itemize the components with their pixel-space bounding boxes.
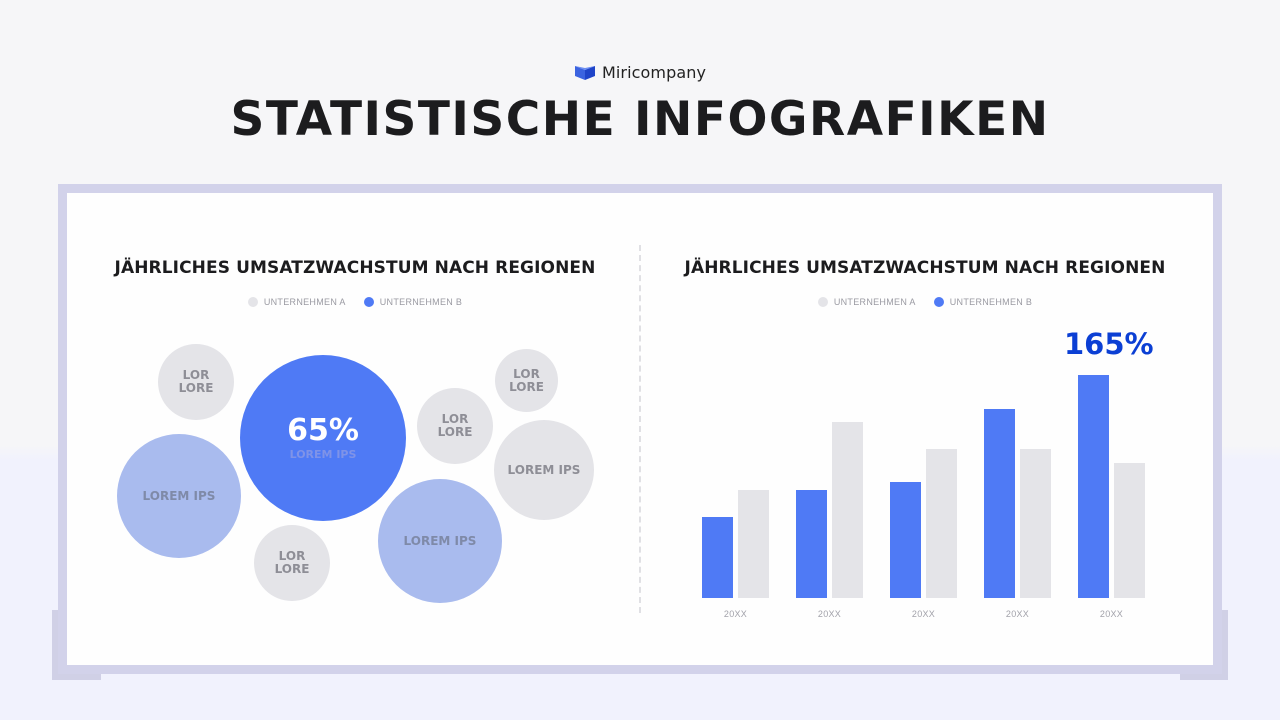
legend-dot-b [363, 297, 374, 307]
bubble-label: LOREM IPS [142, 488, 216, 503]
legend-label-a: UNTERNEHMEN A [833, 297, 916, 307]
bar-company-a [832, 422, 863, 598]
bubble-label: LOREM IPS [403, 533, 477, 548]
bubble: LOR LORE [417, 388, 493, 464]
bar-company-b [796, 490, 827, 598]
x-axis-label: 20XX [911, 609, 936, 619]
page-title: STATISTISCHE INFOGRAFIKEN [230, 92, 1050, 147]
legend-item-b: UNTERNEHMEN B [363, 297, 463, 307]
legend-item-a: UNTERNEHMEN A [817, 297, 916, 307]
bubble-value: 65% [287, 413, 359, 448]
legend-label-a: UNTERNEHMEN A [263, 297, 346, 307]
bar-chart-title: JÄHRLICHES UMSATZWACHSTUM NACH REGIONEN [684, 258, 1166, 278]
brand: Miricompany [0, 60, 1280, 84]
bar-company-b [702, 517, 733, 598]
legend-label-b: UNTERNEHMEN B [949, 297, 1033, 307]
bubble-label: LOR LORE [178, 368, 214, 395]
bubble: LOR LORE [254, 525, 330, 601]
bubble-label: LOR LORE [509, 366, 544, 394]
x-axis-label: 20XX [1099, 609, 1124, 619]
legend-dot-a [247, 297, 258, 307]
cube-logo-icon [574, 66, 595, 80]
legend-item-b: UNTERNEHMEN B [933, 297, 1033, 307]
bubble-chart-title: JÄHRLICHES UMSATZWACHSTUM NACH REGIONEN [114, 258, 596, 278]
bubble: LOREM IPS [117, 434, 241, 558]
bubble: LOREM IPS [494, 420, 594, 520]
bubble-label: LOR LORE [437, 412, 473, 439]
legend-dot-a [817, 297, 828, 307]
bubble-chart-legend: UNTERNEHMEN A UNTERNEHMEN B [90, 295, 620, 309]
bar-company-b [890, 482, 921, 598]
frame-base-gap [101, 674, 1180, 680]
panel-divider [639, 245, 641, 613]
bar-chart-legend: UNTERNEHMEN A UNTERNEHMEN B [660, 295, 1190, 309]
bar-callout-value: 165% [1064, 327, 1154, 361]
bar-company-b [984, 409, 1015, 598]
bar-company-a [1114, 463, 1145, 598]
bubble-label: LOREM IPS [289, 448, 357, 461]
bar-company-a [926, 449, 957, 598]
x-axis-label: 20XX [817, 609, 842, 619]
bar-company-b [1078, 375, 1109, 598]
legend-item-a: UNTERNEHMEN A [247, 297, 346, 307]
bubble-highlight: 65% LOREM IPS [240, 355, 406, 521]
bubble: LOREM IPS [378, 479, 502, 603]
legend-label-b: UNTERNEHMEN B [379, 297, 463, 307]
bubble: LOR LORE [158, 344, 234, 420]
bar-company-a [738, 490, 769, 598]
bubble: LOR LORE [495, 349, 558, 412]
x-axis-label: 20XX [723, 609, 748, 619]
brand-name: Miricompany [601, 62, 707, 82]
bubble-label: LOR LORE [274, 549, 310, 576]
x-axis-label: 20XX [1005, 609, 1030, 619]
bar-company-a [1020, 449, 1051, 598]
legend-dot-b [933, 297, 944, 307]
bubble-label: LOREM IPS [507, 462, 581, 477]
